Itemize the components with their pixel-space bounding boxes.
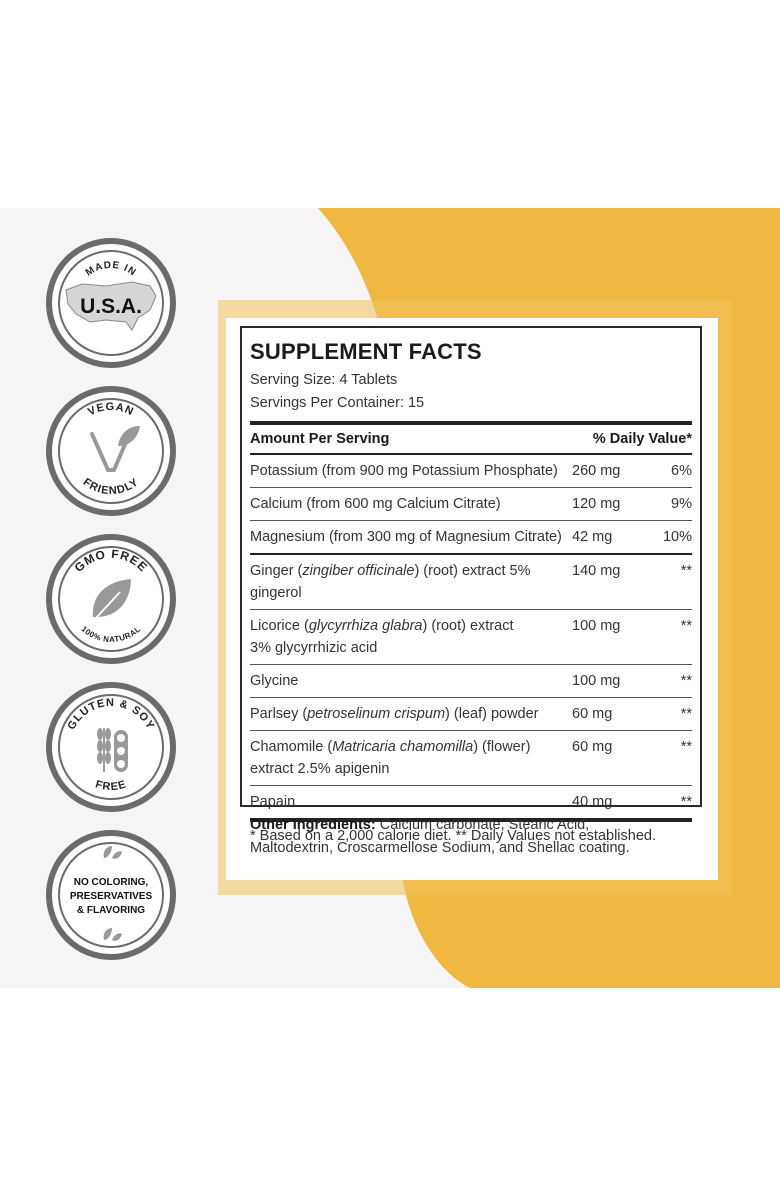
ingredient-amount: 120 mg [572,496,621,512]
leaf-icon [90,576,134,619]
ingredient-amount: 140 mg [572,563,621,579]
row-divider [250,520,692,521]
facts-row: Chamomile (Matricaria chamomilla) (flowe… [250,731,692,785]
ingredient-dv: 9% [671,496,692,512]
badge-gluten-bottom-text: FREE [94,778,127,793]
ingredient-dv: ** [680,739,692,755]
ingredient-name: Calcium (from 600 mg Calcium Citrate) [250,496,501,512]
badge-nocolor-line3: & FLAVORING [77,905,145,916]
row-divider [250,487,692,488]
facts-footnote: * Based on a 2,000 calorie diet. ** Dail… [250,828,656,844]
ingredient-dv: 10% [662,529,692,545]
usa-map-icon [65,281,157,331]
ingredient-name: Chamomile (Matricaria chamomilla) (flowe… [250,739,531,777]
ingredient-amount: 60 mg [572,739,613,755]
ingredient-name: Ginger (zingiber officinale) (root) extr… [250,563,531,601]
ingredient-dv: ** [680,794,692,810]
row-divider [250,697,692,698]
facts-title: SUPPLEMENT FACTS [250,339,482,364]
ingredient-dv: ** [680,706,692,722]
made-in-usa-badge: MADE IN U.S.A. [46,238,176,368]
amount-per-serving-label: Amount Per Serving [250,431,390,447]
facts-header-row: Amount Per Serving % Daily Value* [250,425,692,453]
facts-row: Ginger (zingiber officinale) (root) extr… [250,555,692,609]
facts-row: Magnesium (from 300 mg of Magnesium Citr… [250,521,692,553]
ingredient-amount: 100 mg [572,618,621,634]
ingredient-name: Parlsey (petroselinum crispum) (leaf) po… [250,706,539,722]
ingredient-name: Licorice (glycyrrhiza glabra) (root) ext… [250,618,514,656]
ingredient-amount: 260 mg [572,463,621,479]
row-divider [250,609,692,610]
ingredient-name: Glycine [250,673,299,689]
wheat-soy-icon [97,728,128,772]
thick-divider [250,421,692,425]
ingredient-name: Papain [250,794,296,810]
servings-per-container: Servings Per Container: 15 [250,395,425,411]
supplement-facts-panel: SUPPLEMENT FACTS Serving Size: 4 Tablets… [226,318,718,880]
facts-row: Parlsey (petroselinum crispum) (leaf) po… [250,698,692,730]
ingredient-amount: 42 mg [572,529,613,545]
ingredient-amount: 100 mg [572,673,621,689]
row-divider [250,730,692,731]
gluten-soy-free-badge: GLUTEN & SOY FREE [46,682,176,812]
other-ingredients-text: Calcium carbonate, Stearic Acid, Maltode… [250,817,630,856]
badge-nocolor-line1: NO COLORING, [74,877,149,888]
facts-row: Glycine 100 mg ** [250,665,692,697]
facts-row: Papain 40 mg ** [250,786,692,818]
other-ingredients-label: Other Ingredients: [250,817,376,833]
other-ingredients: Other Ingredients: Calcium carbonate, St… [250,814,670,860]
vegan-badge: VEGAN FRIENDLY [46,386,176,516]
row-divider [250,785,692,786]
ingredient-dv: ** [680,563,692,579]
ingredient-dv: 6% [671,463,692,479]
facts-row: Licorice (glycyrrhiza glabra) (root) ext… [250,610,692,664]
ingredient-dv: ** [680,618,692,634]
badge-vegan-top-text: VEGAN [86,401,135,418]
leaves-icon [103,846,122,941]
header-divider [250,453,692,455]
facts-row: Calcium (from 600 mg Calcium Citrate) 12… [250,488,692,520]
ingredient-amount: 40 mg [572,794,613,810]
no-coloring-badge: NO COLORING, PRESERVATIVES & FLAVORING [46,830,176,960]
thick-divider-bottom [250,818,692,822]
svg-text:FREE: FREE [94,778,128,793]
daily-value-label: % Daily Value* [592,431,692,447]
ingredient-dv: ** [680,673,692,689]
supplement-facts-box: SUPPLEMENT FACTS Serving Size: 4 Tablets… [240,326,702,844]
row-divider [250,664,692,665]
vegan-v-leaf-icon [90,426,140,472]
facts-row: Potassium (from 900 mg Potassium Phospha… [250,455,692,487]
gmo-free-badge: GMO FREE 100% NATURAL [46,534,176,664]
ingredient-name: Magnesium (from 300 mg of Magnesium Citr… [250,529,562,545]
product-image: MADE IN U.S.A. VEGAN FRIENDLY [0,208,780,988]
section-divider [250,553,692,555]
badge-nocolor-line2: PRESERVATIVES [70,891,153,902]
serving-size: Serving Size: 4 Tablets [250,372,398,388]
badge-usa-center-text: U.S.A. [80,295,142,318]
ingredient-name: Potassium (from 900 mg Potassium Phospha… [250,463,558,479]
ingredient-amount: 60 mg [572,706,613,722]
svg-text:VEGAN: VEGAN [86,401,136,418]
